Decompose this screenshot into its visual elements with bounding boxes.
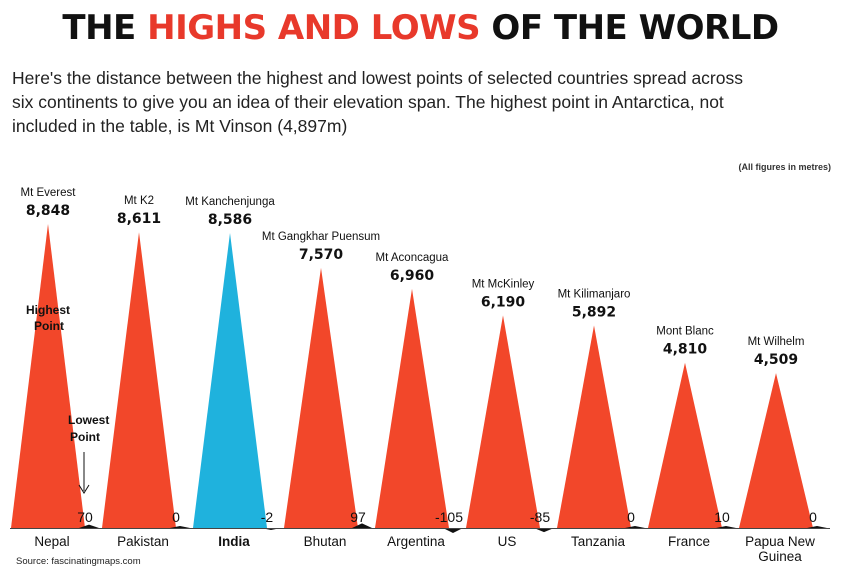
low-point-mark (443, 528, 463, 534)
country-label: France (668, 534, 710, 549)
highest-value-label: 8,848 (26, 203, 70, 219)
highest-point-annotation: Highest (26, 303, 70, 317)
peak-name: Mt K2 (124, 195, 154, 207)
peak-triangle (557, 325, 631, 528)
peak-triangle (739, 373, 813, 528)
lowest-value-label: 97 (350, 509, 366, 525)
country-label: Argentina (387, 534, 445, 549)
low-point-mark (79, 524, 99, 528)
highest-value-label: 7,570 (299, 247, 344, 263)
peak-triangle (648, 362, 722, 528)
peak-name: Mt Aconcagua (376, 252, 449, 264)
peak-name: Mt Kilimanjaro (558, 289, 631, 301)
lowest-value-label: 0 (172, 509, 180, 525)
country-label: Bhutan (304, 534, 347, 549)
peak-triangle (466, 315, 540, 528)
intro-line-3: included in the table, is Mt Vinson (4,8… (12, 116, 348, 136)
country-label: US (498, 534, 517, 549)
peak-name: Mt Wilhelm (748, 336, 805, 348)
highest-value-label: 5,892 (572, 305, 616, 321)
peak-name: Mt Kanchenjunga (185, 196, 275, 208)
title-part-3: OF THE WORLD (480, 8, 779, 48)
low-point-mark (625, 526, 645, 528)
lowest-value-label: -105 (435, 509, 463, 525)
lowest-value-label: 0 (627, 509, 635, 525)
intro-text: Here's the distance between the highest … (12, 66, 832, 138)
lowest-value-label: -2 (261, 509, 274, 525)
low-point-mark (716, 526, 736, 528)
country-label: Nepal (34, 534, 69, 549)
highest-value-label: 8,586 (208, 212, 252, 228)
lowest-point-arrowhead (78, 484, 90, 494)
peak-name: Mt McKinley (472, 278, 535, 290)
highest-value-label: 6,960 (390, 268, 435, 284)
low-point-mark (534, 528, 554, 533)
page-title: THE HIGHS AND LOWS OF THE WORLD (0, 8, 841, 48)
highest-value-label: 8,611 (117, 211, 161, 227)
peak-name: Mont Blanc (656, 326, 714, 338)
lowest-value-label: -85 (530, 509, 550, 525)
peak-triangle (11, 224, 85, 528)
country-label: Papua New (745, 534, 815, 549)
low-point-mark (170, 526, 190, 528)
title-part-1: THE (62, 8, 148, 48)
units-note: (All figures in metres) (738, 162, 831, 172)
highest-value-label: 6,190 (481, 294, 526, 310)
lowest-value-label: 0 (809, 509, 817, 525)
peak-name: Mt Everest (21, 187, 77, 199)
low-point-mark (352, 523, 372, 528)
lowest-point-annotation: Point (70, 430, 100, 444)
peak-triangle (193, 233, 267, 528)
country-label: Guinea (758, 549, 802, 564)
peak-triangle (284, 267, 358, 528)
intro-line-2: six continents to give you an idea of th… (12, 92, 724, 112)
source-note: Source: fascinatingmaps.com (16, 556, 141, 567)
peak-name: Mt Gangkhar Puensum (262, 231, 380, 243)
country-label: Tanzania (571, 534, 626, 549)
intro-line-1: Here's the distance between the highest … (12, 68, 743, 88)
low-point-mark (807, 526, 827, 528)
country-label: Pakistan (117, 534, 169, 549)
lowest-value-label: 10 (714, 509, 730, 525)
highest-point-annotation: Point (34, 319, 64, 333)
highest-value-label: 4,810 (663, 342, 708, 358)
peak-triangle (375, 288, 449, 528)
title-part-2: HIGHS AND LOWS (147, 8, 481, 48)
country-label: India (218, 534, 250, 549)
highest-value-label: 4,509 (754, 352, 798, 368)
lowest-point-annotation: Lowest (68, 413, 109, 427)
lowest-value-label: 70 (77, 509, 93, 525)
peak-triangle (102, 232, 176, 528)
